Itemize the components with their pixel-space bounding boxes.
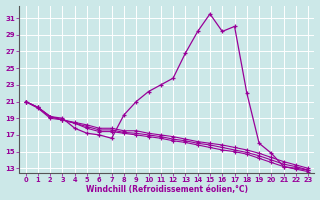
X-axis label: Windchill (Refroidissement éolien,°C): Windchill (Refroidissement éolien,°C) (86, 185, 248, 194)
